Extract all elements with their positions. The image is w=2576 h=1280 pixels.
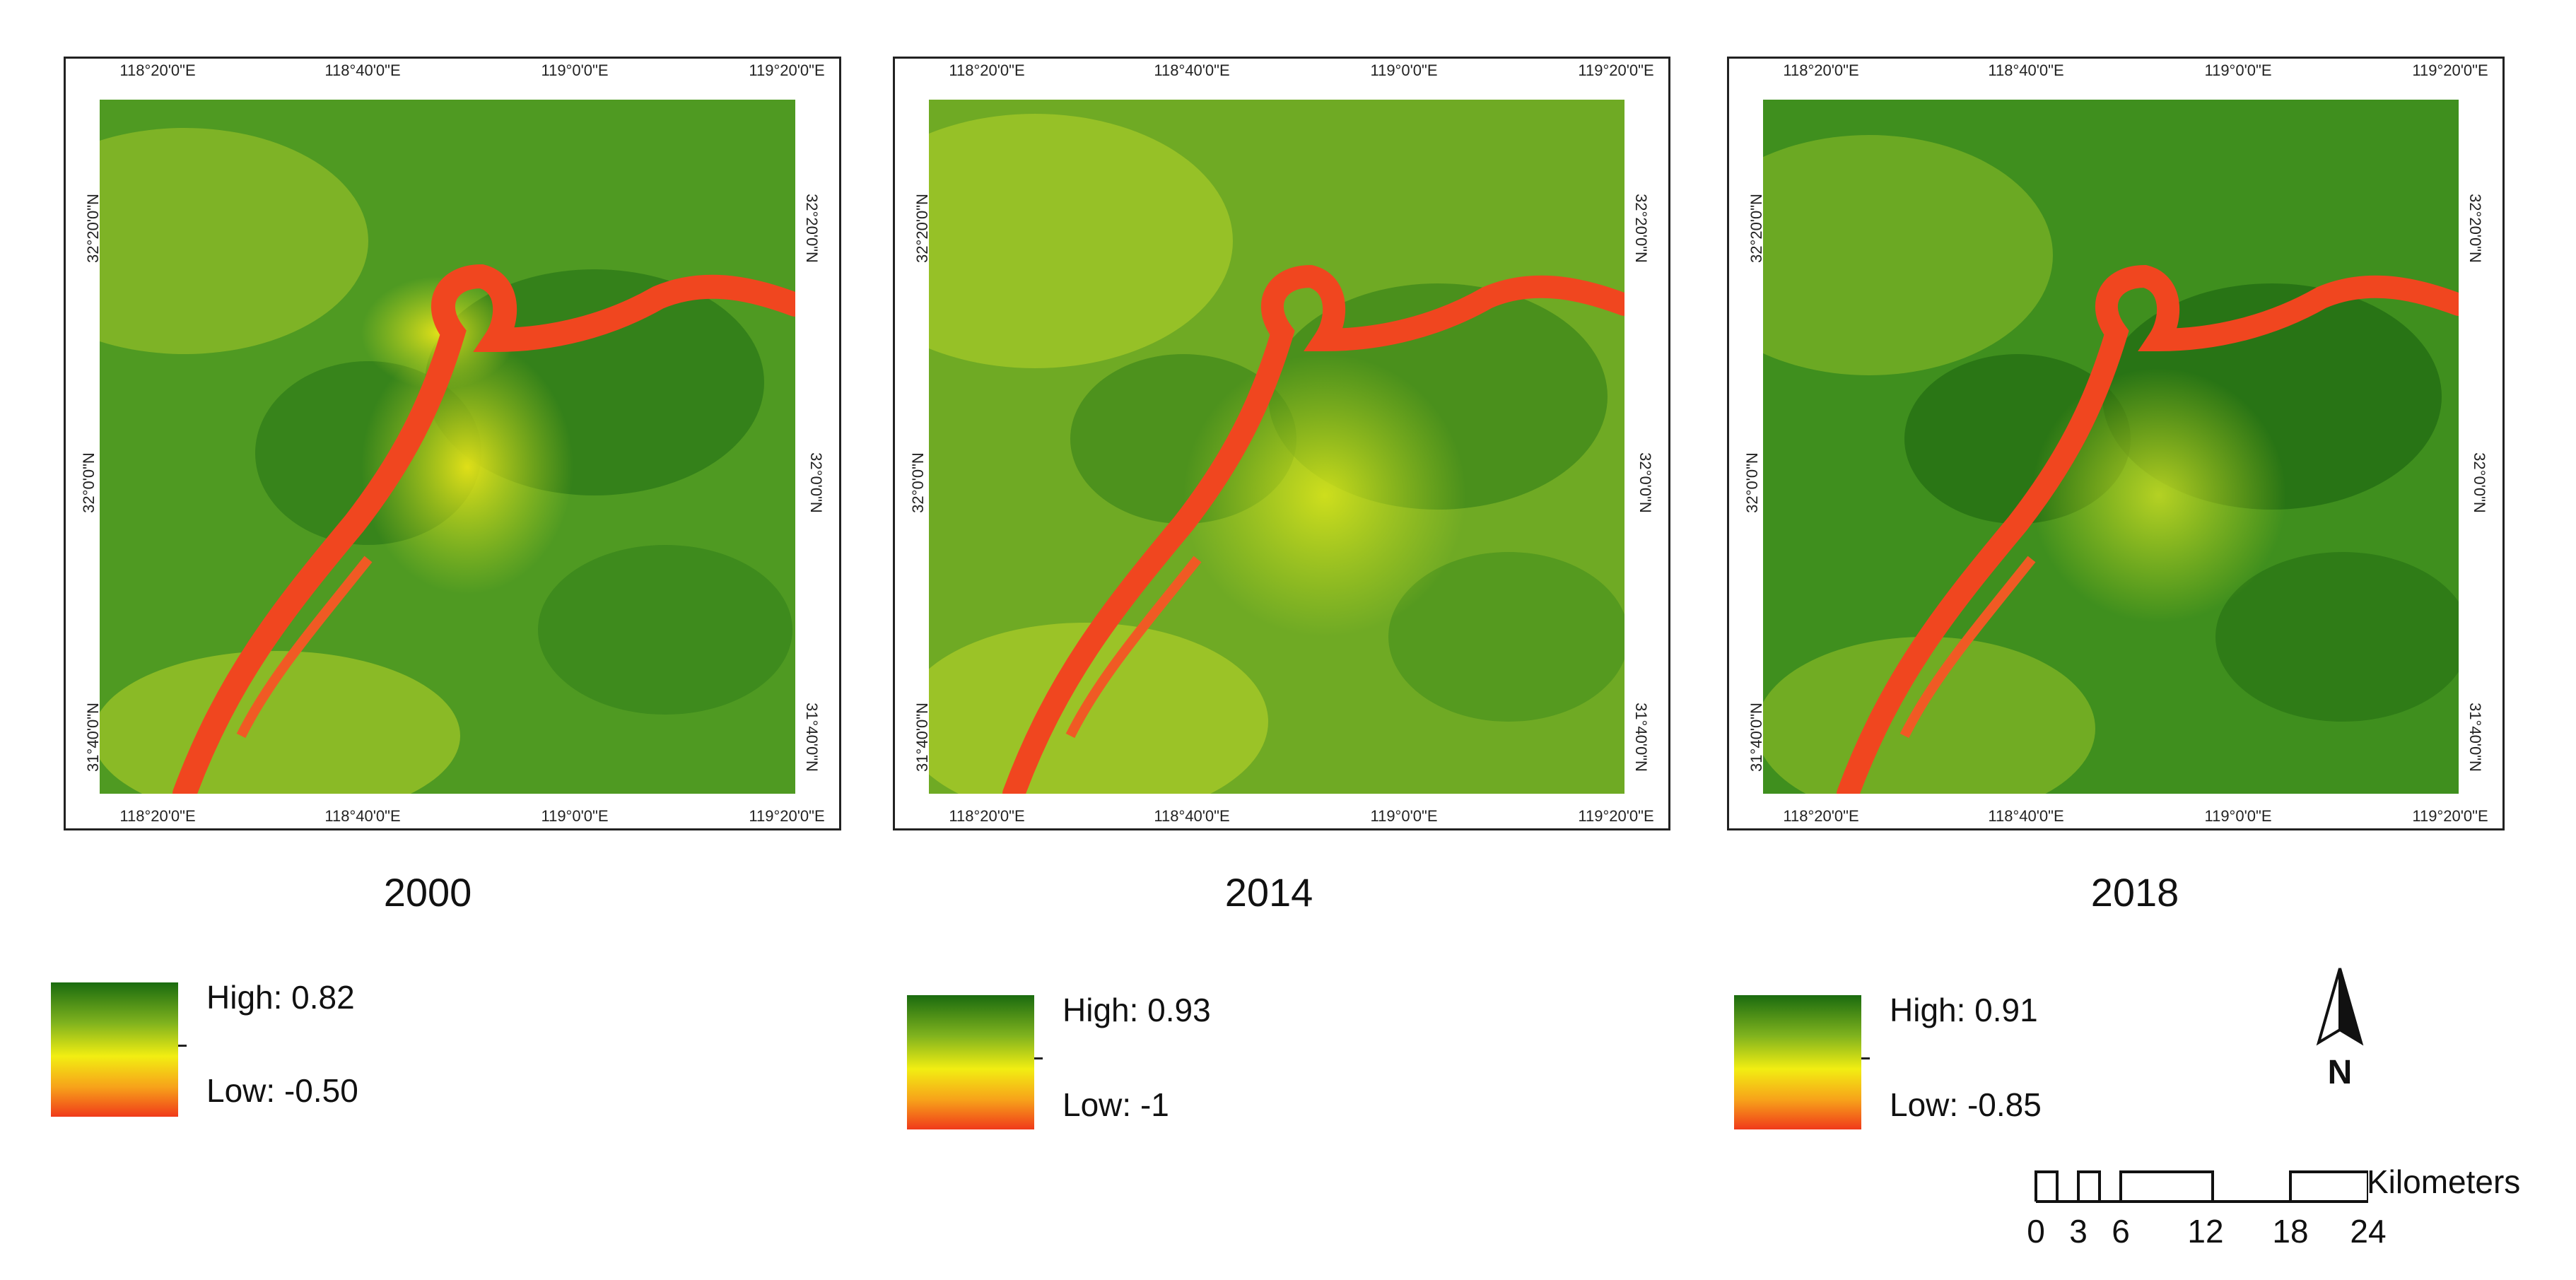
- legend-high-label: High: 0.91: [1890, 992, 2038, 1028]
- tick-left-1: 32°20'0"N: [1747, 194, 1765, 263]
- tick-top-4: 119°20'0"E: [749, 61, 825, 79]
- tick-left-2: 32°0'0"N: [1743, 452, 1761, 513]
- legend-mid-tick: [1861, 1057, 1870, 1059]
- tick-bottom-1: 118°20'0"E: [949, 807, 1025, 825]
- tick-top-1: 118°20'0"E: [1783, 61, 1859, 79]
- tick-bottom-4: 119°20'0"E: [1578, 807, 1654, 825]
- tick-top-4: 119°20'0"E: [2412, 61, 2488, 79]
- year-label-2014: 2014: [1224, 870, 1313, 915]
- tick-left-3: 31°40'0"N: [1747, 703, 1765, 772]
- map-frame-2000: 118°20'0"E 118°40'0"E 119°0'0"E 119°20'0…: [64, 57, 841, 830]
- north-arrow-icon: [2316, 968, 2364, 1046]
- year-label-2018: 2018: [2090, 870, 2179, 915]
- tick-right-1: 32°20'0"N: [2466, 194, 2485, 263]
- tick-bottom-3: 119°0'0"E: [541, 807, 609, 825]
- tick-right-1: 32°20'0"N: [803, 194, 821, 263]
- raster-image: [1763, 100, 2459, 794]
- tick-right-3: 31°40'0"N: [803, 703, 821, 772]
- tick-top-2: 118°40'0"E: [324, 61, 401, 79]
- legend-low-label: Low: -1: [1062, 1086, 1169, 1123]
- tick-left-2: 32°0'0"N: [79, 452, 98, 513]
- tick-right-1: 32°20'0"N: [1632, 194, 1651, 263]
- tick-top-4: 119°20'0"E: [1578, 61, 1654, 79]
- tick-top-1: 118°20'0"E: [949, 61, 1025, 79]
- tick-top-3: 119°0'0"E: [1370, 61, 1438, 79]
- ndvi-raster-2000: [100, 100, 795, 794]
- raster-image: [100, 100, 795, 794]
- tick-bottom-4: 119°20'0"E: [2412, 807, 2488, 825]
- scale-mark-18: 18: [2272, 1213, 2309, 1250]
- color-ramp: [1734, 995, 1861, 1129]
- tick-right-2: 32°0'0"N: [2471, 452, 2489, 513]
- ndvi-raster-2018: [1763, 100, 2459, 794]
- map-frame-2018: 118°20'0"E 118°40'0"E 119°0'0"E 119°20'0…: [1727, 57, 2505, 830]
- scale-mark-3: 3: [2069, 1213, 2088, 1250]
- tick-left-2: 32°0'0"N: [908, 452, 927, 513]
- tick-top-3: 119°0'0"E: [2204, 61, 2272, 79]
- tick-left-1: 32°20'0"N: [83, 194, 102, 263]
- tick-bottom-2: 118°40'0"E: [1154, 807, 1230, 825]
- tick-top-3: 119°0'0"E: [541, 61, 609, 79]
- map-frame-2014: 118°20'0"E 118°40'0"E 119°0'0"E 119°20'0…: [893, 57, 1670, 830]
- legend-high-label: High: 0.82: [206, 979, 355, 1016]
- scale-bar: [2035, 1170, 2368, 1203]
- color-ramp: [907, 995, 1034, 1129]
- tick-right-3: 31°40'0"N: [1632, 703, 1651, 772]
- tick-left-1: 32°20'0"N: [913, 194, 931, 263]
- scale-mark-24: 24: [2350, 1213, 2387, 1250]
- tick-top-2: 118°40'0"E: [1154, 61, 1230, 79]
- legend-high-label: High: 0.93: [1062, 992, 1211, 1028]
- tick-right-2: 32°0'0"N: [807, 452, 826, 513]
- tick-left-3: 31°40'0"N: [913, 703, 931, 772]
- legend-low-label: Low: -0.50: [206, 1072, 358, 1109]
- north-arrow: N: [2301, 965, 2379, 1092]
- scale-mark-6: 6: [2112, 1213, 2130, 1250]
- color-ramp: [51, 982, 178, 1117]
- ndvi-raster-2014: [929, 100, 1624, 794]
- tick-bottom-3: 119°0'0"E: [2204, 807, 2272, 825]
- raster-image: [929, 100, 1624, 794]
- tick-bottom-4: 119°20'0"E: [749, 807, 825, 825]
- tick-top-2: 118°40'0"E: [1988, 61, 2064, 79]
- tick-right-3: 31°40'0"N: [2466, 703, 2485, 772]
- legend-low-label: Low: -0.85: [1890, 1086, 2042, 1123]
- tick-bottom-3: 119°0'0"E: [1370, 807, 1438, 825]
- tick-right-2: 32°0'0"N: [1637, 452, 1655, 513]
- scale-mark-12: 12: [2187, 1213, 2224, 1250]
- scale-mark-0: 0: [2027, 1213, 2045, 1250]
- legend-mid-tick: [178, 1045, 187, 1047]
- tick-left-3: 31°40'0"N: [83, 703, 102, 772]
- tick-bottom-1: 118°20'0"E: [119, 807, 196, 825]
- tick-top-1: 118°20'0"E: [119, 61, 196, 79]
- year-label-2000: 2000: [383, 870, 472, 915]
- north-label: N: [2327, 1054, 2353, 1091]
- legend-mid-tick: [1034, 1057, 1043, 1059]
- tick-bottom-2: 118°40'0"E: [1988, 807, 2064, 825]
- tick-bottom-2: 118°40'0"E: [324, 807, 401, 825]
- scale-unit-label: Kilometers: [2367, 1163, 2521, 1200]
- tick-bottom-1: 118°20'0"E: [1783, 807, 1859, 825]
